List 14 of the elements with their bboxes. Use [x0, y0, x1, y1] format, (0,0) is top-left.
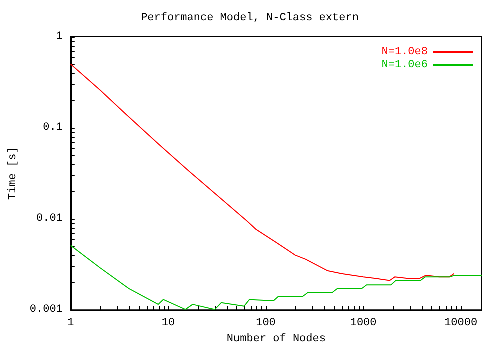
- y-tick-label: 0.001: [30, 304, 64, 316]
- x-tick-label: 1: [68, 318, 75, 330]
- y-tick-label: 0.1: [43, 122, 64, 134]
- y-axis-title: Time [s]: [8, 147, 20, 200]
- chart-title: Performance Model, N-Class extern: [141, 12, 359, 24]
- legend-label: N=1.0e6: [382, 60, 428, 72]
- x-tick-label: 10000: [444, 318, 478, 330]
- x-tick-label: 1000: [350, 318, 377, 330]
- x-tick-label: 10: [162, 318, 176, 330]
- y-tick-label: 1: [56, 31, 64, 43]
- legend-label: N=1.0e8: [382, 46, 428, 58]
- y-tick-label: 0.01: [36, 213, 64, 226]
- x-axis-title: Number of Nodes: [226, 334, 326, 346]
- x-tick-label: 100: [256, 318, 276, 330]
